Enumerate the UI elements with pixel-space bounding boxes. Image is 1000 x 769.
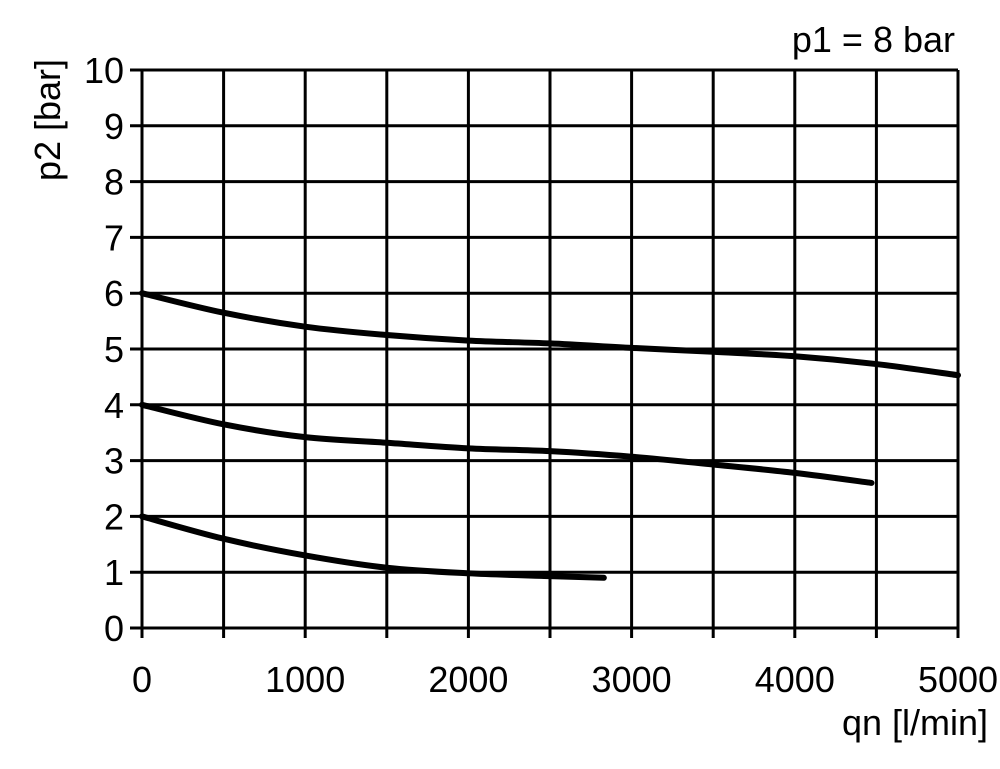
y-tick-label: 4 xyxy=(104,385,124,426)
series-line-1 xyxy=(139,290,961,379)
x-tick-label: 2000 xyxy=(428,659,508,700)
y-tick-label: 3 xyxy=(104,441,124,482)
y-tick-label: 2 xyxy=(104,496,124,537)
x-tick-label: 1000 xyxy=(265,659,345,700)
grid xyxy=(130,68,960,638)
x-tick-label: 3000 xyxy=(592,659,672,700)
y-tick-label: 5 xyxy=(104,329,124,370)
x-tick-label: 5000 xyxy=(918,659,998,700)
y-tick-label: 10 xyxy=(84,50,124,91)
y-tick-label: 7 xyxy=(104,217,124,258)
y-tick-label: 6 xyxy=(104,273,124,314)
x-tick-label: 4000 xyxy=(755,659,835,700)
series-line-3 xyxy=(139,513,607,581)
y-tick-label: 9 xyxy=(104,106,124,147)
tick-labels: 0 1 2 3 4 5 6 7 8 9 10 0 1000 2000 3000 4000 5000 xyxy=(84,50,998,700)
y-tick-label: 8 xyxy=(104,162,124,203)
x-axis-label: qn [l/min] xyxy=(842,702,988,743)
series-lines xyxy=(139,290,961,581)
series-line-2 xyxy=(139,401,875,486)
x-tick-label: 0 xyxy=(132,659,152,700)
y-tick-label: 1 xyxy=(104,552,124,593)
y-tick-label: 0 xyxy=(104,608,124,649)
annotation-p1: p1 = 8 bar xyxy=(792,19,955,60)
y-axis-label: p2 [bar] xyxy=(27,59,68,181)
